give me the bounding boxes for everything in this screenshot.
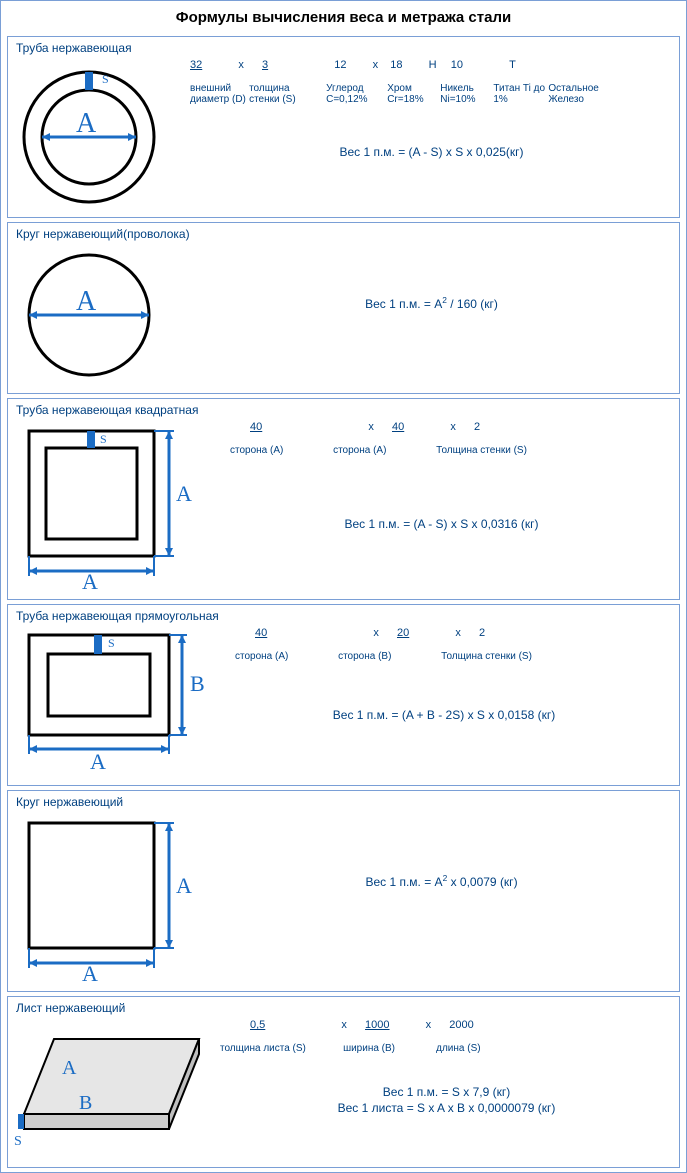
code-x2: x (426, 1019, 432, 1031)
section-title: Труба нержавеющая (16, 41, 673, 55)
svg-text:A: A (82, 569, 98, 591)
descr-b: сторона (B) (338, 651, 438, 662)
svg-text:A: A (76, 108, 97, 139)
diagram-rect-pipe: S A B (14, 627, 209, 777)
code-v2: 40 (392, 421, 404, 433)
code-v3: 12 (334, 59, 346, 71)
section-title: Труба нержавеющая прямоугольная (16, 609, 673, 623)
formula-square-pipe: Вес 1 п.м. = (A - S) x S x 0,0316 (кг) (210, 517, 673, 531)
formula-round-pipe: Вес 1 п.м. = (A - S) x S x 0,025(кг) (190, 145, 673, 159)
code-v3: 2000 (449, 1019, 473, 1031)
descr-a: сторона (A) (235, 651, 335, 662)
descr-line: сторона (A) сторона (B) Толщина стенки (… (235, 651, 673, 663)
code-v1: 40 (255, 627, 267, 639)
descr-a2: сторона (A) (333, 445, 433, 456)
descr-s: Толщина стенки (S) (436, 445, 566, 456)
section-title: Круг нержавеющий(проволока) (16, 227, 673, 241)
code-v3: 2 (479, 627, 485, 639)
code-v2: 3 (262, 59, 268, 71)
info-sheet: 0,5 x 1000 x 2000 толщина листа (S) шири… (214, 1019, 673, 1115)
info-round-pipe: 32 x 3 12 x 18 Н 10 Т (184, 59, 673, 159)
svg-text:S: S (100, 432, 107, 446)
section-wire: Круг нержавеющий(проволока) A Вес 1 п.м.… (7, 222, 680, 394)
svg-text:S: S (102, 72, 109, 86)
svg-text:A: A (62, 1057, 77, 1079)
formula-prefix: Вес 1 п.м. = A (365, 875, 442, 889)
formula-sheet-1: Вес 1 п.м. = S x 7,9 (кг) (220, 1085, 673, 1099)
descr-line: сторона (A) сторона (A) Толщина стенки (… (230, 445, 673, 457)
svg-text:S: S (14, 1134, 22, 1149)
code-t: Т (509, 59, 516, 71)
formula-wire: Вес 1 п.м. = A2 / 160 (кг) (190, 295, 673, 311)
descr-line: толщина листа (S) ширина (B) длина (S) (220, 1043, 673, 1055)
section-round-pipe: Труба нержавеющая S A 32 (7, 36, 680, 218)
code-x1: x (238, 59, 244, 71)
info-rect-pipe: 40 x 20 x 2 сторона (A) сторона (B) Толщ… (209, 627, 673, 722)
code-x1: x (373, 627, 379, 639)
section-title: Лист нержавеющий (16, 1001, 673, 1015)
code-v1: 0,5 (250, 1019, 265, 1031)
descr-fe: Остальное Железо (548, 83, 608, 105)
svg-text:S: S (108, 636, 115, 650)
svg-text:A: A (90, 749, 106, 774)
code-h: Н (429, 59, 437, 71)
code-x2: x (373, 59, 379, 71)
info-square-pipe: 40 x 40 x 2 сторона (A) сторона (A) Толщ… (204, 421, 673, 531)
code-line: 40 x 40 x 2 (250, 421, 673, 433)
code-v2: 1000 (365, 1019, 389, 1031)
code-v2: 20 (397, 627, 409, 639)
svg-text:A: A (176, 873, 192, 898)
svg-text:A: A (176, 481, 192, 506)
svg-text:A: A (82, 961, 98, 983)
section-title: Труба нержавеющая квадратная (16, 403, 673, 417)
diagram-square-bar: A A (14, 813, 204, 983)
descr-line: внешний диаметр (D) толщина стенки (S) У… (190, 83, 673, 105)
code-line: 32 x 3 12 x 18 Н 10 Т (190, 59, 673, 71)
descr-ti: Титан Ti до 1% (493, 83, 545, 105)
descr-b: ширина (B) (343, 1043, 433, 1054)
svg-text:B: B (190, 671, 205, 696)
page: Формулы вычисления веса и метража стали … (0, 0, 687, 1173)
code-v3: 2 (474, 421, 480, 433)
code-x1: x (341, 1019, 347, 1031)
descr-d: внешний диаметр (D) (190, 83, 246, 105)
section-title: Круг нержавеющий (16, 795, 673, 809)
descr-ni: Никель Ni=10% (440, 83, 490, 105)
descr-l: длина (S) (436, 1043, 516, 1054)
formula-square-bar: Вес 1 п.м. = A2 x 0,0079 (кг) (210, 873, 673, 889)
diagram-round-pipe: S A (14, 59, 184, 209)
descr-s: Толщина стенки (S) (441, 651, 571, 662)
section-square-bar: Круг нержавеющий A A (7, 790, 680, 992)
section-sheet: Лист нержавеющий A B S (7, 996, 680, 1168)
descr-cr: Хром Cr=18% (387, 83, 437, 105)
descr-s: толщина стенки (S) (249, 83, 305, 105)
info-wire: Вес 1 п.м. = A2 / 160 (кг) (184, 245, 673, 311)
diagram-square-pipe: S A A (14, 421, 204, 591)
svg-text:B: B (79, 1092, 92, 1114)
code-line: 0,5 x 1000 x 2000 (250, 1019, 673, 1031)
descr-a1: сторона (A) (230, 445, 330, 456)
formula-prefix: Вес 1 п.м. = A (365, 297, 442, 311)
page-title: Формулы вычисления веса и метража стали (1, 1, 686, 36)
descr-c: Углерод C=0,12% (326, 83, 384, 105)
formula-sheet-2: Вес 1 листа = S x A x B x 0,0000079 (кг) (220, 1101, 673, 1115)
code-line: 40 x 20 x 2 (255, 627, 673, 639)
code-x2: x (450, 421, 456, 433)
code-x2: x (455, 627, 461, 639)
code-x1: x (368, 421, 374, 433)
code-v1: 32 (190, 59, 202, 71)
formula-tail: / 160 (кг) (447, 297, 498, 311)
formula-tail: x 0,0079 (кг) (447, 875, 517, 889)
section-square-pipe: Труба нержавеющая квадратная S A (7, 398, 680, 600)
formula-rect-pipe: Вес 1 п.м. = (A + B - 2S) x S x 0,0158 (… (215, 708, 673, 722)
code-v1: 40 (250, 421, 262, 433)
code-v5: 10 (451, 59, 463, 71)
code-v4: 18 (390, 59, 402, 71)
svg-text:A: A (76, 286, 97, 317)
info-square-bar: Вес 1 п.м. = A2 x 0,0079 (кг) (204, 813, 673, 889)
section-rect-pipe: Труба нержавеющая прямоугольная S A (7, 604, 680, 786)
diagram-sheet: A B S (14, 1019, 214, 1159)
descr-s: толщина листа (S) (220, 1043, 340, 1054)
diagram-wire: A (14, 245, 184, 385)
